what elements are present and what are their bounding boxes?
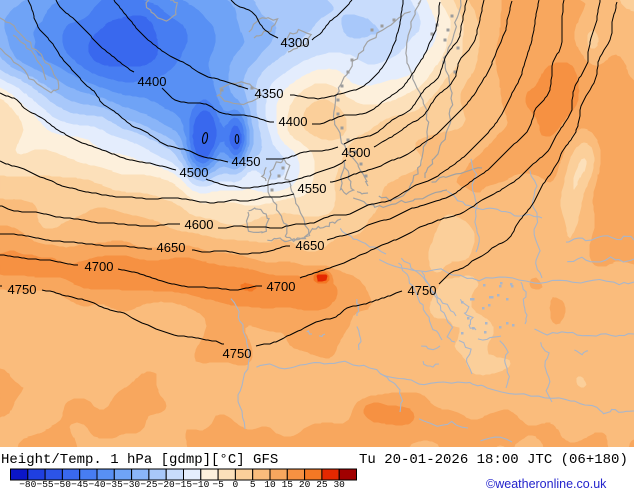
svg-text:30: 30 — [333, 479, 345, 490]
svg-text:−35: −35 — [106, 479, 123, 490]
svg-text:4500: 4500 — [342, 145, 371, 160]
svg-text:−55: −55 — [37, 479, 54, 490]
svg-text:−80: −80 — [19, 479, 36, 490]
svg-text:4750: 4750 — [223, 346, 252, 361]
svg-text:4700: 4700 — [85, 259, 114, 274]
svg-text:4550: 4550 — [298, 181, 327, 196]
svg-text:4650: 4650 — [296, 238, 325, 253]
svg-text:10: 10 — [264, 479, 276, 490]
svg-text:4600: 4600 — [185, 217, 214, 232]
svg-text:4750: 4750 — [408, 283, 437, 298]
svg-text:−25: −25 — [140, 479, 157, 490]
svg-text:4450: 4450 — [232, 154, 261, 169]
svg-text:0: 0 — [233, 479, 239, 490]
svg-text:−40: −40 — [88, 479, 105, 490]
svg-text:15: 15 — [282, 479, 294, 490]
svg-text:−5: −5 — [212, 479, 224, 490]
svg-text:4700: 4700 — [267, 279, 296, 294]
svg-text:4750: 4750 — [8, 282, 37, 297]
svg-text:−15: −15 — [175, 479, 192, 490]
svg-text:5: 5 — [250, 479, 256, 490]
svg-text:4650: 4650 — [157, 240, 186, 255]
svg-text:−45: −45 — [71, 479, 88, 490]
svg-text:4400: 4400 — [138, 74, 167, 89]
svg-text:4400: 4400 — [279, 114, 308, 129]
svg-text:20: 20 — [299, 479, 311, 490]
svg-text:−20: −20 — [158, 479, 175, 490]
svg-text:−50: −50 — [54, 479, 71, 490]
svg-text:4500: 4500 — [180, 165, 209, 180]
svg-text:4350: 4350 — [255, 86, 284, 101]
svg-text:4300: 4300 — [281, 35, 310, 50]
svg-text:−30: −30 — [123, 479, 140, 490]
svg-text:−10: −10 — [192, 479, 209, 490]
svg-text:25: 25 — [316, 479, 328, 490]
